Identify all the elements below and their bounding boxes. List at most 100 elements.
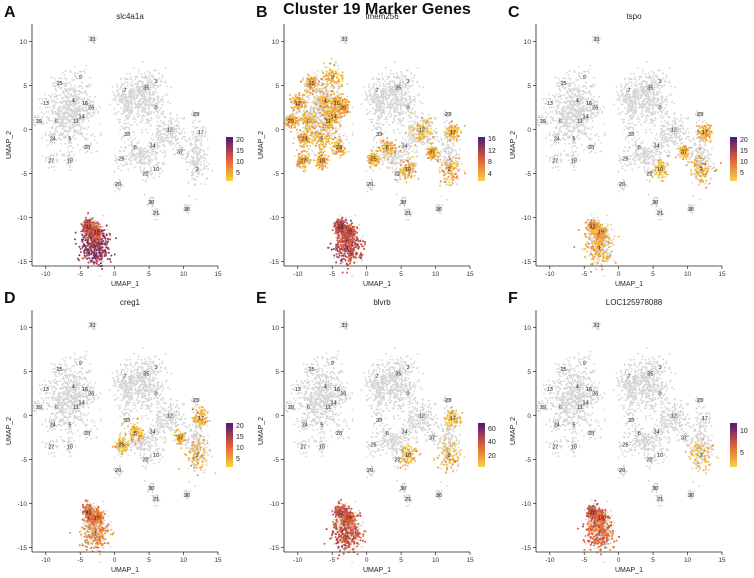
cell-point [150,79,152,81]
cell-point [99,123,101,125]
cell-point [439,161,441,163]
cell-point [179,145,181,147]
cell-point [148,120,150,122]
x-tick-label: -10 [41,271,51,278]
cell-point [73,135,75,137]
cell-point [340,120,342,122]
cluster-label: 24 [50,136,56,142]
cell-point [84,110,86,112]
cell-point [163,121,165,123]
cell-point [207,168,209,170]
cell-point [84,92,86,94]
cell-point [376,103,378,105]
cell-point [89,96,91,98]
cell-point [44,132,46,134]
cell-point [384,159,386,161]
cell-point [138,70,140,72]
cell-point [62,92,64,94]
cell-point [322,121,324,123]
cell-point [119,88,121,90]
cell-point [160,168,162,170]
cell-point [394,111,396,113]
cell-point [393,83,395,85]
cell-point [126,114,128,116]
cell-point [405,154,407,156]
cell-point [64,95,66,97]
cell-point [149,156,151,158]
cell-point [187,152,189,154]
cell-point [139,100,141,102]
cell-point [176,125,178,127]
cell-point [83,70,85,72]
cell-point [81,107,83,109]
cell-point [385,67,387,69]
cell-point [446,183,448,185]
expressing-cell-point [107,258,109,260]
cell-point [63,132,65,134]
cell-point [174,125,176,127]
cell-point [170,140,172,142]
cell-point [121,170,123,172]
cell-point [403,98,405,100]
cell-point [128,92,130,94]
cell-point [159,130,161,132]
cell-point [114,191,116,193]
cell-point [141,96,143,98]
cell-point [58,108,60,110]
cell-point [60,88,62,90]
cell-point [77,144,79,146]
cell-point [94,139,96,141]
cell-point [181,117,183,119]
cell-point [109,103,111,105]
cell-point [141,132,143,134]
expressing-cell-point [104,243,106,245]
cell-point [296,132,298,134]
cell-point [134,102,136,104]
cell-point [383,85,385,87]
cell-point [176,131,178,133]
cell-point [57,95,59,97]
cell-point [175,133,177,135]
cell-point [152,133,154,135]
cell-point [130,156,132,158]
cell-point [143,100,145,102]
cell-point [162,162,164,164]
cell-point [114,99,116,101]
cell-point [337,128,339,130]
cell-point [143,93,145,95]
cell-point [88,126,90,128]
cell-point [92,115,94,117]
cell-point [411,101,413,103]
cell-point [142,155,144,157]
cell-point [316,74,318,76]
expressing-cell-point [80,251,82,253]
cell-point [89,103,91,105]
cell-point [39,98,41,100]
cell-point [200,161,202,163]
cell-point [408,135,410,137]
cell-point [196,139,198,141]
cell-point [205,130,207,132]
cell-point [160,80,162,82]
expressing-cell-point [103,251,105,253]
cell-point [140,98,142,100]
cell-point [140,80,142,82]
cell-point [37,114,39,116]
expressing-cell-point [90,239,92,241]
cluster-label: 9 [79,75,82,81]
cell-point [430,125,432,127]
expressing-cell-point [97,260,99,262]
expressing-cell-point [81,239,83,241]
expressing-cell-point [84,239,86,241]
cell-point [82,135,84,137]
cell-point [141,129,143,131]
cell-point [137,152,139,154]
cell-point [117,89,119,91]
cell-point [59,138,61,140]
cell-point [433,117,435,119]
cell-point [382,88,384,90]
cell-point [48,94,50,96]
cell-point [394,116,396,118]
cell-point [399,99,401,101]
